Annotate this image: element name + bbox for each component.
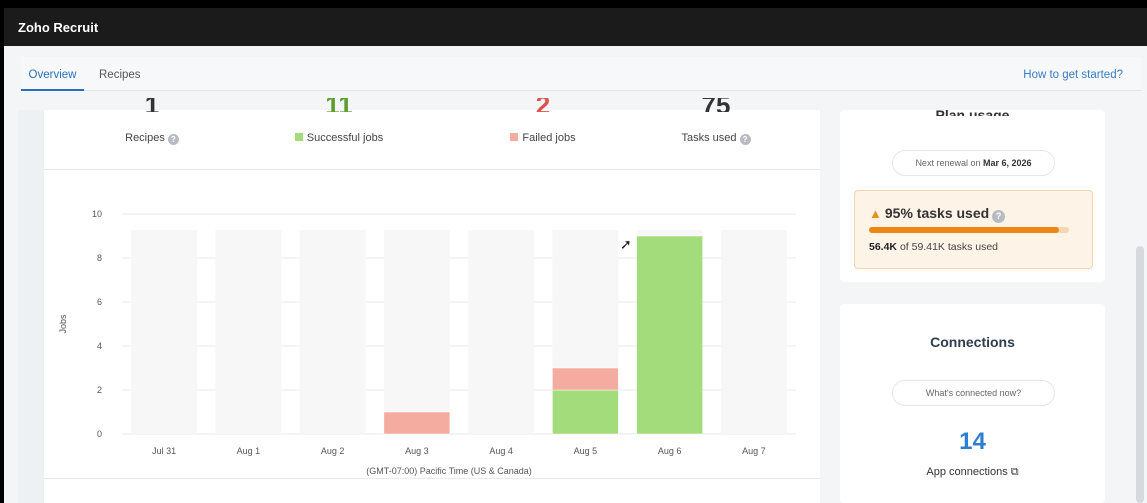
bar-background <box>383 230 450 434</box>
stat-recipes-text: Recipes <box>125 132 165 144</box>
x-tick-label: Aug 7 <box>742 446 766 456</box>
usage-percent: 95% <box>884 205 913 221</box>
title-bar: Zoho Recruit <box>4 8 1147 46</box>
y-tick-label: 0 <box>97 429 102 439</box>
usage-suffix: tasks used <box>916 205 990 221</box>
usage-used: 56.4K <box>869 241 898 253</box>
warning-icon: ▲ <box>869 206 882 221</box>
divider <box>44 169 820 170</box>
stat-failed-text: Failed jobs <box>522 132 576 144</box>
stat-successful-value: 11 <box>264 98 414 112</box>
x-axis-label: (GMT-07:00) Pacific Time (US & Canada) <box>366 466 532 476</box>
app-connections-text: App connections <box>926 466 1008 478</box>
stat-tasks-text: Tasks used <box>681 132 737 144</box>
x-tick-label: Aug 1 <box>237 446 261 456</box>
stat-successful-jobs: 11 Successful jobs <box>264 98 414 170</box>
stat-failed-label: Failed jobs <box>478 132 608 144</box>
usage-progress-fill <box>869 227 1059 233</box>
side-panel: Plan usage Next renewal on Mar 6, 2026 ▲… <box>840 107 1105 503</box>
bar-background <box>131 230 198 434</box>
tab-overview[interactable]: Overview <box>21 57 84 91</box>
y-tick-label: 10 <box>92 209 102 219</box>
failed-swatch-icon <box>510 133 519 141</box>
successful-swatch-icon <box>294 133 303 141</box>
renewal-date: Mar 6, 2026 <box>983 158 1032 168</box>
bar-successful-jobs <box>636 235 703 435</box>
scrollbar[interactable] <box>1136 246 1144 503</box>
renewal-pill: Next renewal on Mar 6, 2026 <box>892 150 1055 176</box>
help-icon[interactable]: ? <box>992 210 1006 223</box>
bar-background <box>215 230 282 434</box>
connections-count[interactable]: 14 <box>959 428 986 455</box>
mouse-cursor-icon: ➚ <box>620 236 632 252</box>
usage-of-text: of 59.41K tasks used <box>899 241 999 253</box>
x-tick-label: Jul 31 <box>152 446 176 456</box>
help-icon[interactable]: ? <box>739 134 751 145</box>
app-title: Zoho Recruit <box>18 20 99 35</box>
app-connections-link[interactable]: App connections ⧉ <box>840 466 1105 479</box>
bar-successful-jobs <box>552 389 619 435</box>
usage-warning-box: ▲ 95% tasks used? 56.4K of 59.41K tasks u… <box>854 190 1093 269</box>
bar-failed-jobs <box>383 411 451 435</box>
y-tick-label: 6 <box>97 297 102 307</box>
renewal-prefix: Next renewal on <box>915 158 981 168</box>
stat-tasks-used: 75 Tasks used? <box>656 98 776 170</box>
whats-connected-pill[interactable]: What's connected now? <box>892 380 1055 406</box>
x-tick-label: Aug 5 <box>574 446 598 456</box>
stat-recipes: 1 Recipes? <box>92 98 212 170</box>
external-link-icon: ⧉ <box>1010 466 1019 478</box>
y-tick-label: 4 <box>97 341 102 351</box>
stat-successful-text: Successful jobs <box>306 132 384 144</box>
bar-failed-jobs <box>552 367 619 391</box>
content-area: Overview Recipes How to get started? 1 R… <box>4 46 1147 503</box>
x-tick-label: Aug 3 <box>405 446 429 456</box>
stat-successful-label: Successful jobs <box>264 132 414 144</box>
jobs-chart: 0 2 4 6 8 10 Jul 31 Aug 1 Aug 2 Aug 3 Aug 4 Aug 5 Au… <box>58 209 796 476</box>
x-tick-label: Aug 6 <box>658 446 682 456</box>
stat-tasks-value: 75 <box>656 98 776 112</box>
y-tick-label: 8 <box>97 253 102 263</box>
stat-failed-value: 2 <box>478 98 608 112</box>
divider <box>44 478 820 479</box>
bar-background <box>468 230 535 434</box>
bar-background <box>720 230 787 434</box>
x-tick-label: Aug 2 <box>321 446 345 456</box>
help-icon[interactable]: ? <box>167 134 179 145</box>
y-axis-label: Jobs <box>58 314 68 334</box>
left-gutter <box>18 110 44 503</box>
x-tick-label: Aug 4 <box>489 446 513 456</box>
plan-usage-card: Plan usage Next renewal on Mar 6, 2026 ▲… <box>840 107 1105 282</box>
usage-detail: 56.4K of 59.41K tasks used <box>869 241 998 253</box>
plan-usage-title: Plan usage <box>935 107 1010 116</box>
stat-recipes-value: 1 <box>92 98 212 112</box>
usage-progress-bar <box>869 227 1069 233</box>
stat-failed-jobs: 2 Failed jobs <box>478 98 608 170</box>
y-tick-label: 2 <box>97 385 102 395</box>
bar-background <box>299 230 366 434</box>
dashboard-card: 1 Recipes? 11 Successful jobs 2 Failed j… <box>44 98 820 503</box>
tab-bar: Overview Recipes How to get started? <box>21 57 1141 91</box>
connections-card: Connections What's connected now? 14 App… <box>840 304 1105 503</box>
stat-tasks-label: Tasks used? <box>656 132 776 145</box>
usage-headline: ▲ 95% tasks used? <box>869 205 1006 223</box>
connections-title: Connections <box>930 334 1015 350</box>
stat-recipes-label: Recipes? <box>92 132 212 145</box>
how-to-get-started-link[interactable]: How to get started? <box>1023 69 1123 81</box>
tab-recipes[interactable]: Recipes <box>99 69 141 81</box>
